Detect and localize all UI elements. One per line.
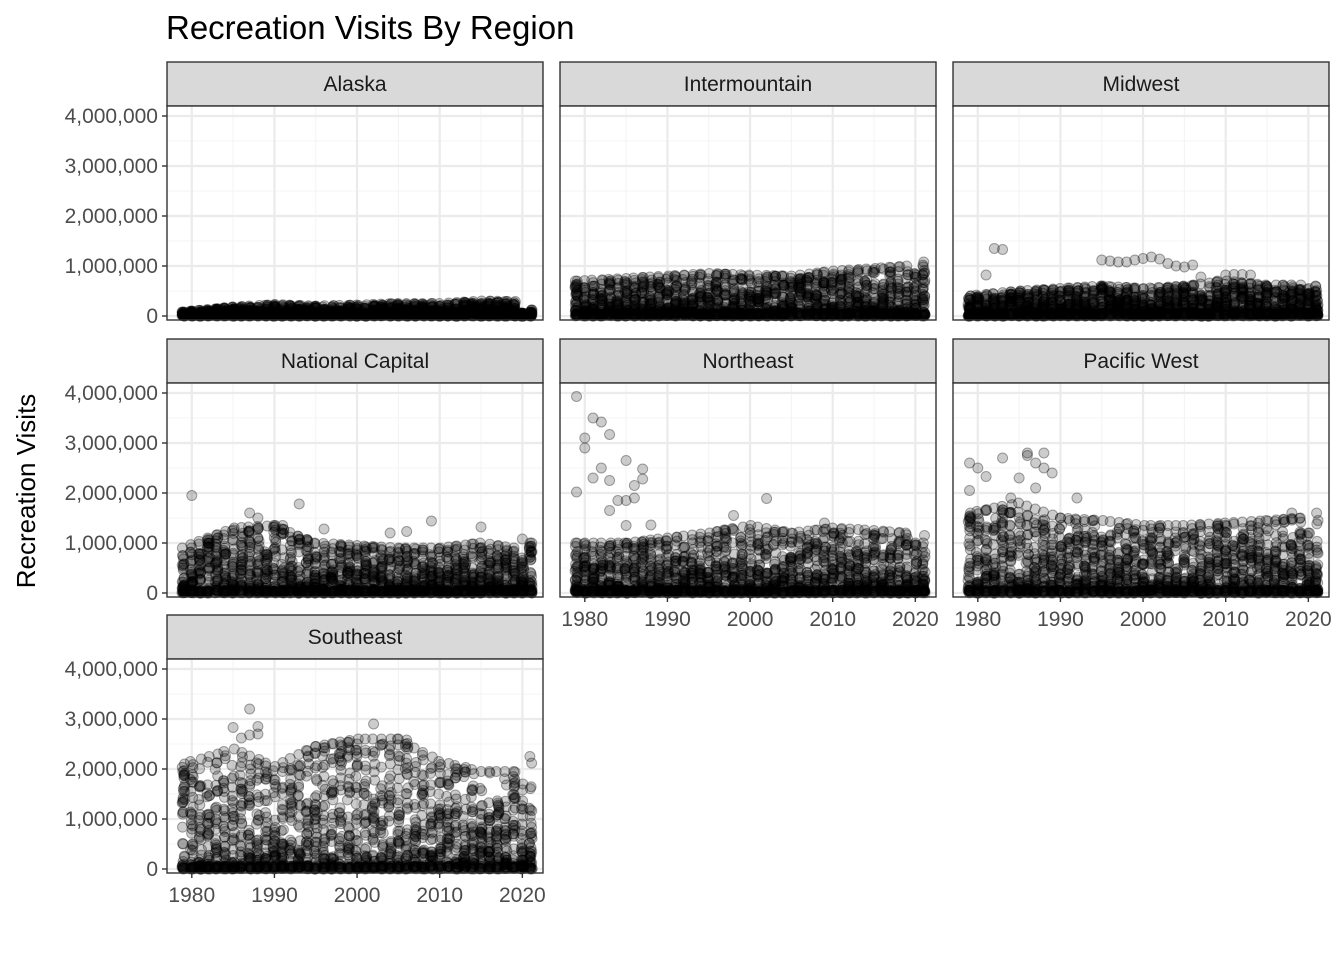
y-tick-label: 0 [146, 305, 158, 328]
facet-panels: Alaska 0 1,000,000 2,000,000 3,000,000 4,000,… [65, 62, 1332, 907]
y-tick-label: 3,000,000 [65, 155, 158, 178]
data-point [620, 287, 630, 297]
data-point [720, 288, 730, 298]
facet-strip-label: Midwest [1102, 73, 1179, 96]
data-point [818, 268, 828, 278]
facet-intermountain: Intermountain [560, 62, 936, 321]
facet-alaska: Alaska 0 1,000,000 2,000,000 3,000,000 4,000,… [65, 62, 543, 328]
data-point [918, 270, 928, 280]
y-tick-label: 1,000,000 [65, 255, 158, 278]
y-axis-label: Recreation Visits [11, 394, 41, 589]
facet-strip-label: Intermountain [684, 73, 812, 96]
data-point [918, 295, 928, 305]
facet-strip-label: Alaska [323, 73, 386, 96]
data-point [1186, 281, 1196, 291]
y-tick-label: 2,000,000 [65, 205, 158, 228]
facet-midwest: Midwest [953, 62, 1329, 321]
y-tick-label: 4,000,000 [65, 105, 158, 128]
panel-background [167, 106, 543, 320]
data-point [524, 309, 534, 319]
chart-title: Recreation Visits By Region [166, 9, 574, 46]
data-point [920, 311, 930, 321]
data-point [918, 260, 928, 270]
